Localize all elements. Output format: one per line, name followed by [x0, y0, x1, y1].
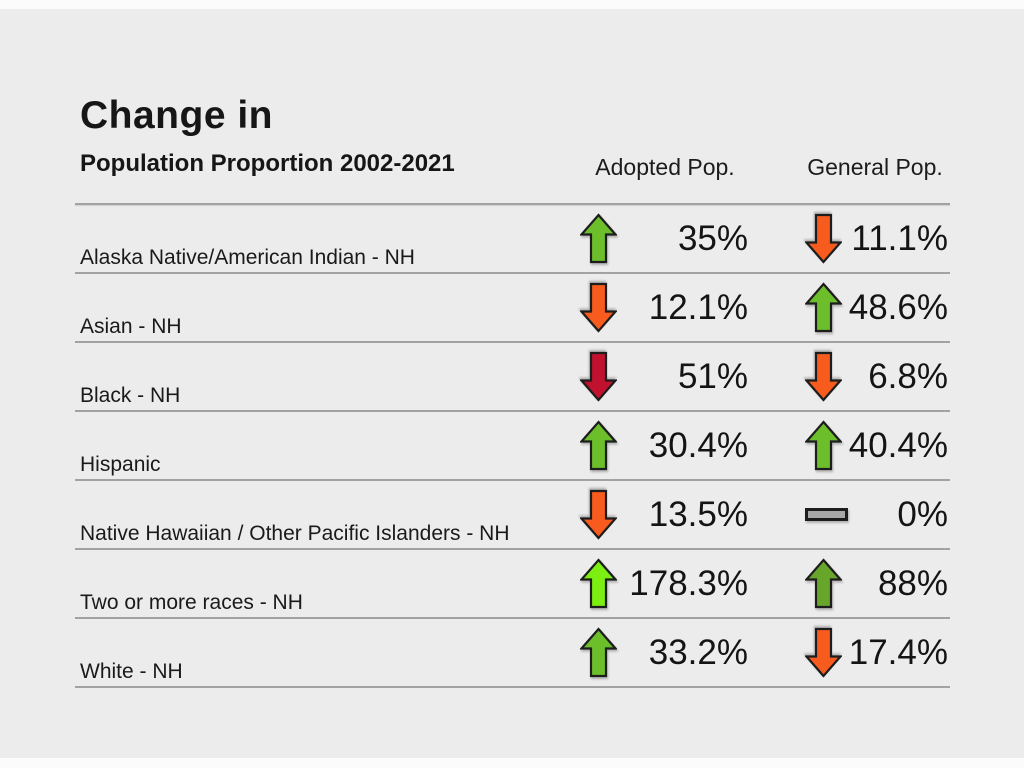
adopted-value: 51%	[677, 357, 748, 396]
row-label: Native Hawaiian / Other Pacific Islander…	[80, 522, 510, 545]
general-trend-up-icon	[805, 282, 843, 333]
row-label: Alaska Native/American Indian - NH	[80, 246, 415, 269]
flat-dash-icon	[805, 508, 848, 521]
adopted-trend-up-icon	[580, 558, 618, 609]
adopted-value: 35%	[677, 219, 748, 258]
table-row: 13.5% 0% Native Hawaiian / Other Pacific…	[75, 481, 950, 550]
adopted-pop-cell: 33.2%	[580, 619, 748, 686]
adopted-value: 30.4%	[648, 426, 748, 465]
canvas-bottom-margin	[0, 758, 1024, 768]
adopted-value: 33.2%	[648, 633, 748, 672]
row-label: Hispanic	[80, 453, 161, 476]
adopted-trend-down-icon	[580, 282, 618, 333]
row-label: Two or more races - NH	[80, 591, 303, 614]
general-value: 88%	[877, 564, 948, 603]
column-header-general-pop: General Pop.	[807, 154, 943, 180]
general-value: 17.4%	[848, 633, 948, 672]
adopted-trend-up-icon	[580, 213, 618, 264]
adopted-pop-cell: 178.3%	[580, 550, 748, 617]
adopted-trend-down-icon	[580, 489, 618, 540]
adopted-value: 178.3%	[629, 564, 748, 603]
general-pop-cell: 17.4%	[805, 619, 948, 686]
adopted-pop-cell: 12.1%	[580, 274, 748, 341]
page-title: Change in	[80, 94, 274, 137]
general-pop-cell: 6.8%	[805, 343, 948, 410]
general-trend-down-icon	[805, 627, 843, 678]
general-value: 6.8%	[868, 357, 948, 396]
general-trend-up-icon	[805, 558, 843, 609]
general-value: 11.1%	[851, 219, 948, 258]
table-row: 35% 11.1% Alaska Native/American Indian …	[75, 205, 950, 274]
adopted-pop-cell: 13.5%	[580, 481, 748, 548]
adopted-trend-up-icon	[580, 420, 618, 471]
row-label: Black - NH	[80, 384, 181, 407]
general-trend-down-icon	[805, 351, 843, 402]
general-trend-flat-icon	[805, 508, 848, 521]
general-value: 48.6%	[848, 288, 948, 327]
general-pop-cell: 11.1%	[805, 205, 948, 272]
general-trend-up-icon	[805, 420, 843, 471]
column-header-adopted-pop: Adopted Pop.	[595, 154, 735, 180]
row-label: Asian - NH	[80, 315, 182, 338]
general-pop-cell: 40.4%	[805, 412, 948, 479]
adopted-pop-cell: 35%	[580, 205, 748, 272]
table-row: 33.2% 17.4% White - NH	[75, 619, 950, 688]
general-pop-cell: 0%	[805, 481, 948, 548]
table-row: 12.1% 48.6% Asian - NH	[75, 274, 950, 343]
general-trend-down-icon	[805, 213, 843, 264]
adopted-pop-cell: 51%	[580, 343, 748, 410]
adopted-value: 12.1%	[648, 288, 748, 327]
general-pop-cell: 88%	[805, 550, 948, 617]
canvas-top-margin	[0, 0, 1024, 9]
adopted-pop-cell: 30.4%	[580, 412, 748, 479]
general-value: 0%	[897, 495, 948, 534]
row-label: White - NH	[80, 660, 183, 683]
page-subtitle: Population Proportion 2002-2021	[80, 150, 455, 177]
table-row: 178.3% 88% Two or more races - NH	[75, 550, 950, 619]
header-divider	[75, 203, 950, 205]
rows-container: 35% 11.1% Alaska Native/American Indian …	[75, 205, 950, 688]
table-row: 51% 6.8% Black - NH	[75, 343, 950, 412]
adopted-trend-down-icon	[580, 351, 618, 402]
general-pop-cell: 48.6%	[805, 274, 948, 341]
general-value: 40.4%	[848, 426, 948, 465]
adopted-value: 13.5%	[648, 495, 748, 534]
table-row: 30.4% 40.4% Hispanic	[75, 412, 950, 481]
adopted-trend-up-icon	[580, 627, 618, 678]
